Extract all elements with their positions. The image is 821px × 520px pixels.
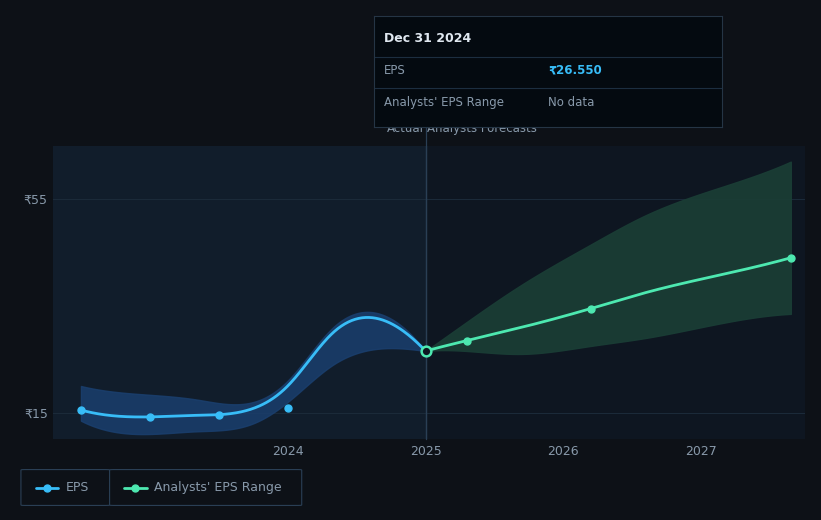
Text: Analysts' EPS Range: Analysts' EPS Range <box>384 96 504 109</box>
Text: EPS: EPS <box>384 63 406 76</box>
Text: Analysts' EPS Range: Analysts' EPS Range <box>154 481 282 494</box>
Text: EPS: EPS <box>66 481 89 494</box>
FancyBboxPatch shape <box>109 470 302 505</box>
Text: ₹26.550: ₹26.550 <box>548 63 602 76</box>
Text: Analysts Forecasts: Analysts Forecasts <box>428 122 537 135</box>
Text: Dec 31 2024: Dec 31 2024 <box>384 32 471 45</box>
Text: Actual: Actual <box>387 122 424 135</box>
Bar <box>53 146 425 439</box>
Text: No data: No data <box>548 96 594 109</box>
FancyBboxPatch shape <box>21 470 109 505</box>
